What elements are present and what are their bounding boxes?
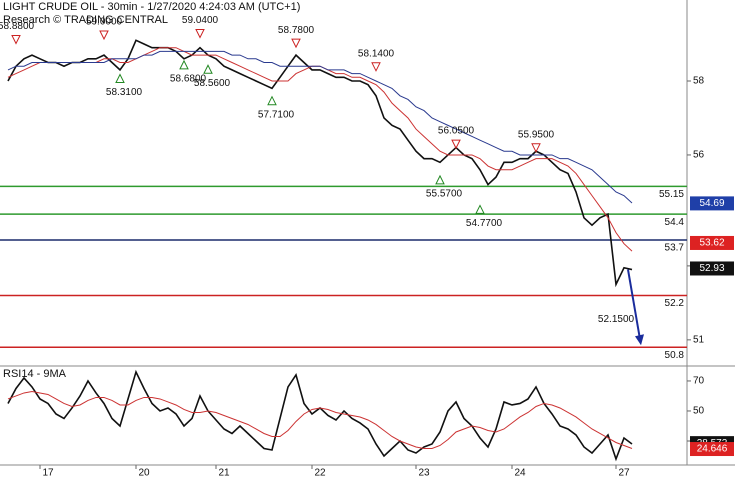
low-marker — [203, 64, 213, 74]
pivot-label: 54.7700 — [466, 218, 503, 229]
y-tick-label: 58 — [693, 76, 705, 87]
high-marker — [99, 30, 109, 41]
chart-title: LIGHT CRUDE OIL - 30min - 1/27/2020 4:24… — [3, 1, 300, 13]
pivot-label: 58.8800 — [0, 21, 35, 32]
x-tick-label: 23 — [418, 468, 430, 479]
level-label: 53.7 — [665, 243, 685, 254]
pivot-label: 58.6800 — [170, 73, 207, 84]
low-marker — [115, 73, 125, 84]
pivot-label: 55.5700 — [426, 188, 463, 199]
last-value-box — [690, 442, 734, 457]
last-value-label: 24.646 — [697, 444, 728, 455]
x-tick-label: 27 — [618, 468, 630, 479]
y-tick-label: 51 — [693, 334, 705, 345]
pivot-label: 56.0500 — [438, 126, 475, 137]
y-tick-label: 70 — [693, 376, 705, 387]
rsi-title: RSI14 - 9MA — [3, 368, 67, 380]
level-label: 54.4 — [665, 217, 685, 228]
level-label: 52.2 — [665, 298, 685, 309]
series-line — [7, 39, 633, 288]
high-marker — [195, 29, 205, 39]
last-value-label: 53.62 — [699, 238, 724, 249]
high-marker — [291, 38, 301, 49]
pivot-label: 58.7800 — [278, 25, 315, 36]
low-label: 52.1500 — [598, 314, 635, 325]
high-marker — [11, 34, 21, 45]
high-marker — [371, 62, 381, 72]
x-tick-label: 17 — [42, 468, 54, 479]
chart-subtitle: Research © TRADING CENTRAL — [3, 14, 168, 26]
x-tick-label: 24 — [514, 468, 526, 479]
arrow-head — [635, 334, 644, 346]
pivot-label: 59.0400 — [182, 15, 219, 26]
last-value-box — [690, 196, 734, 211]
pivot-label: 57.7100 — [258, 109, 295, 120]
high-marker — [451, 139, 461, 150]
series-line — [7, 50, 633, 204]
pivot-label: 58.1400 — [358, 48, 395, 59]
series-line — [7, 390, 633, 449]
last-value-box — [690, 235, 734, 250]
pivot-label: 58.5600 — [194, 78, 231, 89]
pivot-label: 55.9500 — [518, 129, 555, 140]
pivot-label: 58.3100 — [106, 87, 143, 98]
pivot-label: 59.0000 — [86, 17, 123, 28]
low-marker — [475, 204, 485, 214]
level-label: 55.15 — [659, 189, 684, 200]
last-value-label: 54.69 — [699, 198, 724, 209]
x-tick-label: 21 — [218, 468, 230, 479]
last-value-box — [690, 261, 734, 276]
y-tick-label: 50 — [693, 406, 705, 417]
projection-arrow — [627, 269, 641, 340]
level-label: 50.8 — [665, 350, 685, 361]
last-value-label: 52.93 — [699, 263, 724, 274]
x-tick-label: 22 — [314, 468, 326, 479]
low-marker — [267, 95, 277, 106]
low-marker — [179, 59, 189, 70]
high-marker — [531, 143, 541, 153]
y-tick-label: 56 — [693, 150, 705, 161]
x-tick-label: 20 — [138, 468, 150, 479]
low-marker — [435, 174, 445, 185]
